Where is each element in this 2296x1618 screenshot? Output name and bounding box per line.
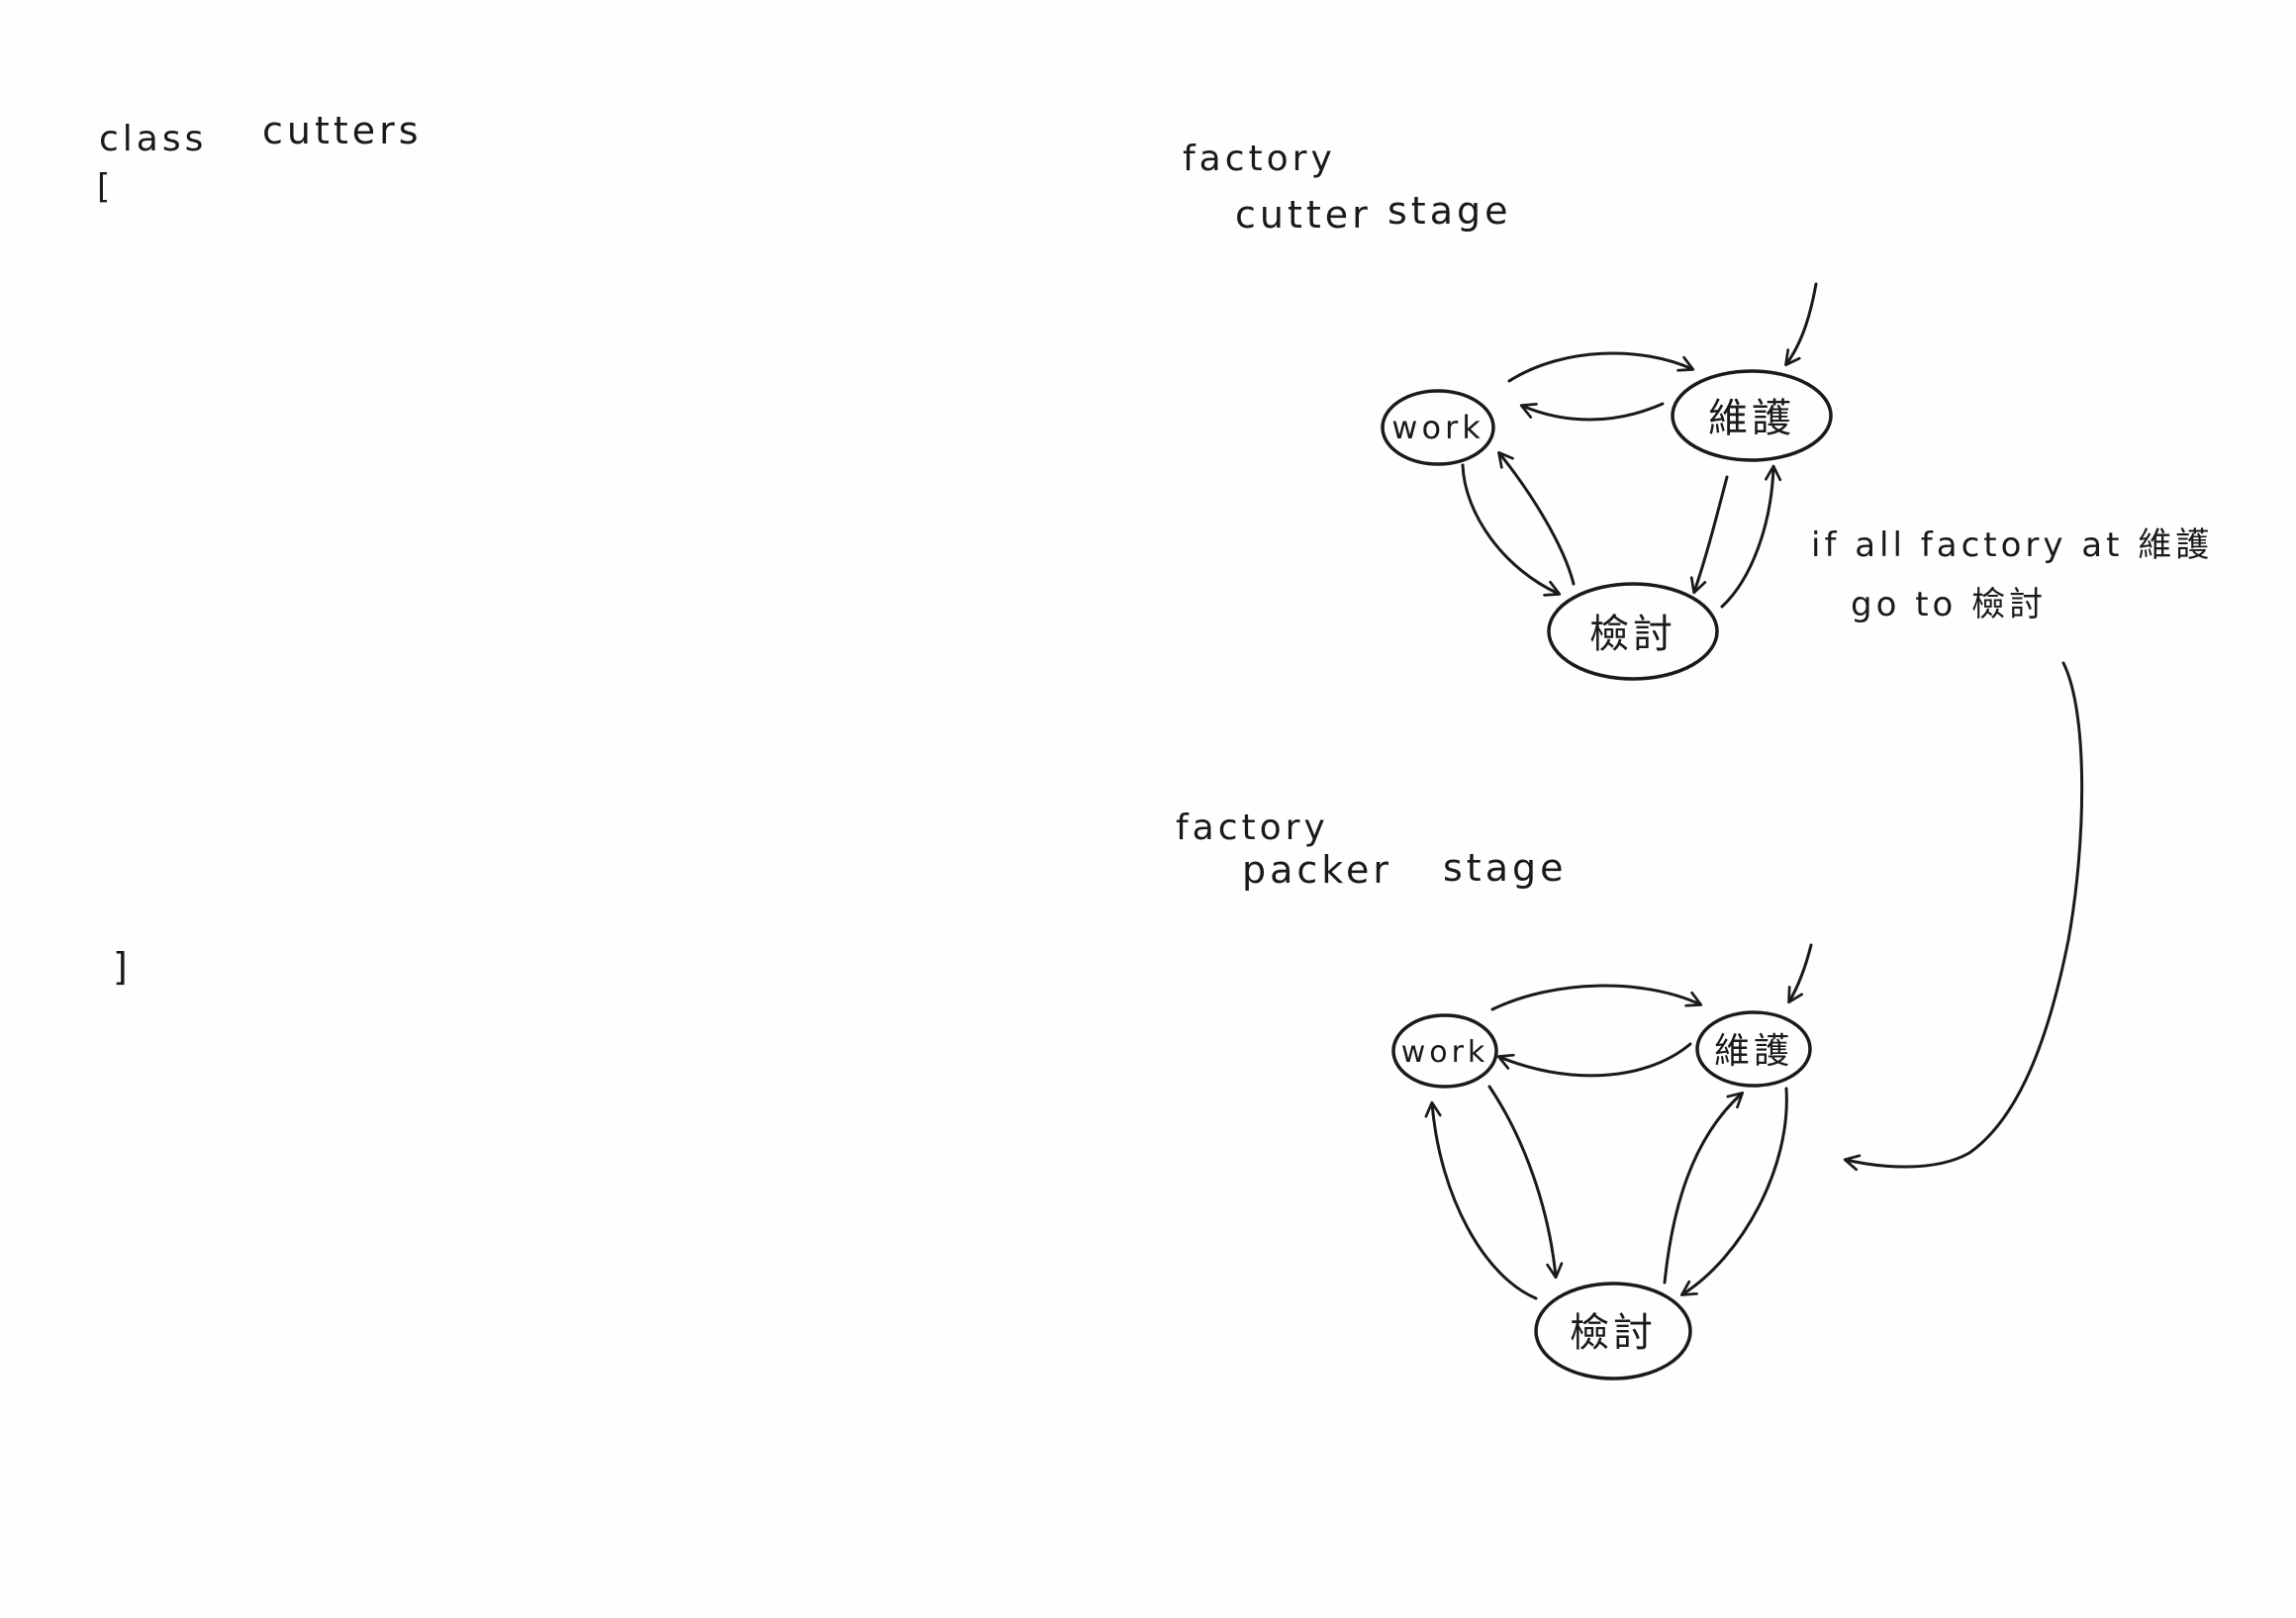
cutter-initial-arrow — [1784, 282, 1818, 367]
close-bracket: ] — [113, 945, 132, 989]
packer-arrow-review-to-maintain — [1663, 1092, 1745, 1285]
cutter-state-review-label: 檢討 — [1589, 612, 1676, 657]
note-line-2: go to 檢討 — [1851, 585, 2047, 624]
cutter-diagram-label-factory: factory — [1183, 139, 1336, 179]
packer-arrow-maintain-to-work — [1496, 1042, 1692, 1078]
packer-state-maintain-label: 維護 — [1714, 1031, 1793, 1072]
packer-arrow-maintain-to-review — [1679, 1087, 1788, 1296]
class-name: cutters — [262, 109, 423, 152]
packer-state-work-label: work — [1401, 1035, 1489, 1070]
packer-diagram-label-packer: packer — [1242, 848, 1392, 892]
note-line-1: if all factory at 維護 — [1811, 525, 2213, 565]
cutter-arrow-maintain-to-work — [1519, 402, 1665, 422]
cutter-state-work: work — [1381, 389, 1495, 466]
cutter-diagram-label-stage: stage — [1387, 189, 1511, 233]
cutter-stage-diagram: factory cutter stage work 維護 檢討 — [1183, 139, 1833, 681]
packer-arrow-review-to-work — [1424, 1100, 1538, 1300]
packer-diagram-label-stage: stage — [1443, 846, 1567, 890]
cutter-arrow-work-to-review — [1461, 463, 1562, 597]
cutter-state-maintain: 維護 — [1671, 369, 1833, 462]
packer-diagram-label-factory: factory — [1176, 808, 1329, 848]
cutter-state-review: 檢討 — [1547, 582, 1719, 681]
cutter-arrow-review-to-maintain — [1720, 464, 1782, 609]
packer-state-review-label: 檢討 — [1570, 1310, 1657, 1356]
open-bracket: [ — [97, 167, 114, 207]
class-definition: class cutters [ ] — [97, 109, 423, 989]
packer-initial-arrow — [1787, 943, 1813, 1004]
class-keyword: class — [99, 119, 207, 159]
transition-note: if all factory at 維護 go to 檢討 — [1811, 525, 2213, 1172]
note-arrow-to-packer-stage — [1843, 661, 2084, 1172]
cutter-arrow-maintain-to-review — [1689, 475, 1729, 595]
packer-state-work: work — [1391, 1013, 1498, 1089]
packer-arrow-work-to-review — [1487, 1085, 1564, 1280]
cutter-arrow-review-to-work — [1497, 450, 1576, 586]
packer-state-review: 檢討 — [1534, 1282, 1692, 1380]
cutter-state-work-label: work — [1391, 409, 1483, 446]
packer-stage-diagram: factory packer stage work 維護 檢討 — [1176, 808, 1813, 1380]
cutter-state-maintain-label: 維護 — [1708, 396, 1795, 441]
cutter-diagram-label-cutter: cutter — [1235, 193, 1372, 237]
packer-state-maintain: 維護 — [1695, 1010, 1812, 1088]
cutter-arrow-work-to-maintain — [1507, 351, 1695, 383]
packer-arrow-work-to-maintain — [1490, 984, 1703, 1011]
